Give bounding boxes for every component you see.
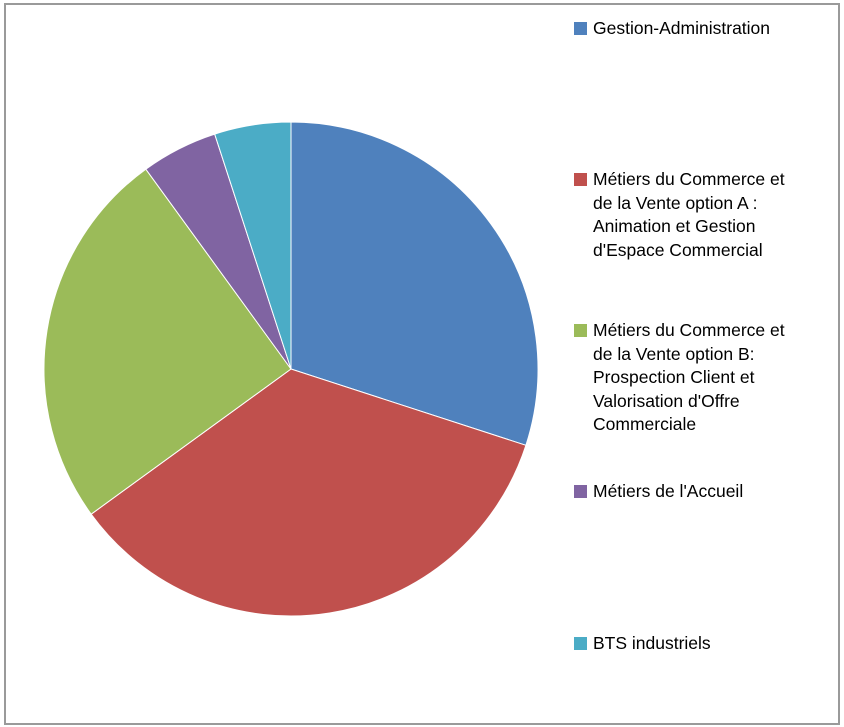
legend-label: Métiers du Commerce et de la Vente optio… bbox=[593, 169, 785, 260]
legend-label: Métiers de l'Accueil bbox=[593, 481, 744, 501]
legend-swatch bbox=[574, 485, 587, 498]
legend-item-bts-industriels: BTS industriels bbox=[574, 632, 833, 656]
legend-swatch bbox=[574, 22, 587, 35]
pie-slice-commerce-option-b bbox=[43, 168, 292, 515]
legend-label: BTS industriels bbox=[593, 633, 711, 653]
legend-swatch bbox=[574, 637, 587, 650]
legend-label: Métiers du Commerce et de la Vente optio… bbox=[593, 320, 785, 434]
legend-swatch bbox=[574, 324, 587, 337]
pie-slice-commerce-option-a bbox=[90, 368, 527, 617]
legend-item-commerce-option-a: Métiers du Commerce et de la Vente optio… bbox=[574, 168, 833, 262]
legend-swatch bbox=[574, 173, 587, 186]
pie-slice-gestion-administration bbox=[290, 121, 539, 446]
legend-item-commerce-option-b: Métiers du Commerce et de la Vente optio… bbox=[574, 319, 833, 437]
legend-item-gestion-administration: Gestion-Administration bbox=[574, 17, 833, 41]
pie-slice-bts-industriels bbox=[214, 121, 292, 370]
legend-item-metiers-accueil: Métiers de l'Accueil bbox=[574, 480, 833, 504]
legend-label: Gestion-Administration bbox=[593, 18, 771, 38]
